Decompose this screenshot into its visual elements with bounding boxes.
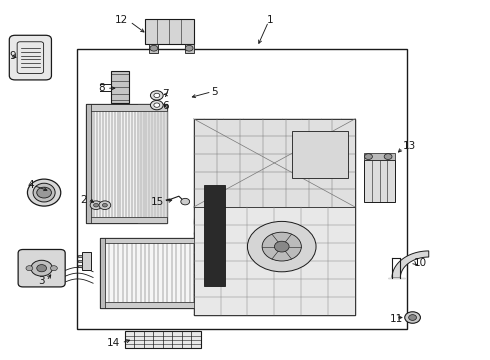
Text: 11: 11 (390, 314, 403, 324)
FancyBboxPatch shape (9, 35, 51, 80)
Text: 6: 6 (162, 101, 169, 111)
Text: 3: 3 (38, 276, 45, 286)
Circle shape (150, 100, 163, 110)
Circle shape (37, 265, 47, 272)
FancyBboxPatch shape (18, 249, 65, 287)
Text: 4: 4 (27, 180, 34, 190)
Bar (149, 44, 158, 53)
Circle shape (154, 93, 160, 98)
Text: 15: 15 (151, 197, 164, 207)
Bar (100, 238, 105, 308)
Text: 5: 5 (212, 87, 219, 97)
Text: 14: 14 (107, 338, 120, 348)
Bar (111, 71, 129, 103)
Circle shape (26, 266, 33, 271)
Circle shape (405, 312, 420, 323)
Bar (364, 153, 395, 160)
Text: 2: 2 (80, 195, 87, 205)
Text: 8: 8 (98, 83, 105, 93)
Bar (78, 255, 82, 257)
Circle shape (94, 203, 98, 207)
Circle shape (262, 232, 301, 261)
Circle shape (50, 266, 57, 271)
Bar (185, 44, 194, 53)
Bar (292, 131, 348, 178)
Circle shape (384, 154, 392, 159)
Bar (100, 238, 198, 243)
Circle shape (150, 45, 158, 51)
Text: 1: 1 (267, 15, 274, 25)
Bar (77, 49, 407, 329)
Circle shape (181, 198, 190, 205)
Bar (145, 19, 194, 44)
Text: 7: 7 (162, 89, 169, 99)
Bar (100, 238, 198, 308)
Bar (364, 160, 395, 202)
Circle shape (150, 91, 163, 100)
Ellipse shape (33, 183, 55, 202)
Ellipse shape (27, 179, 61, 206)
Text: 13: 13 (403, 141, 416, 151)
Bar (194, 207, 355, 315)
Polygon shape (392, 251, 429, 278)
Bar (78, 265, 82, 267)
Circle shape (99, 201, 111, 210)
Bar (194, 119, 355, 207)
Bar (204, 185, 225, 286)
Circle shape (365, 154, 372, 159)
Text: 12: 12 (115, 15, 128, 25)
Bar (194, 119, 355, 315)
Circle shape (409, 315, 416, 320)
Bar (78, 260, 82, 262)
Bar (86, 104, 167, 111)
Bar (125, 331, 201, 348)
Bar (86, 104, 167, 223)
Bar (86, 104, 91, 223)
Circle shape (102, 203, 107, 207)
Bar (82, 252, 91, 270)
Polygon shape (138, 104, 167, 223)
Circle shape (31, 260, 52, 276)
Circle shape (247, 221, 316, 272)
Circle shape (274, 241, 289, 252)
Bar (100, 302, 198, 308)
Circle shape (37, 187, 51, 198)
Circle shape (154, 103, 160, 107)
Text: 9: 9 (10, 51, 17, 61)
Circle shape (90, 201, 102, 210)
Circle shape (185, 45, 193, 51)
Text: 10: 10 (414, 258, 427, 268)
Bar (86, 217, 167, 223)
